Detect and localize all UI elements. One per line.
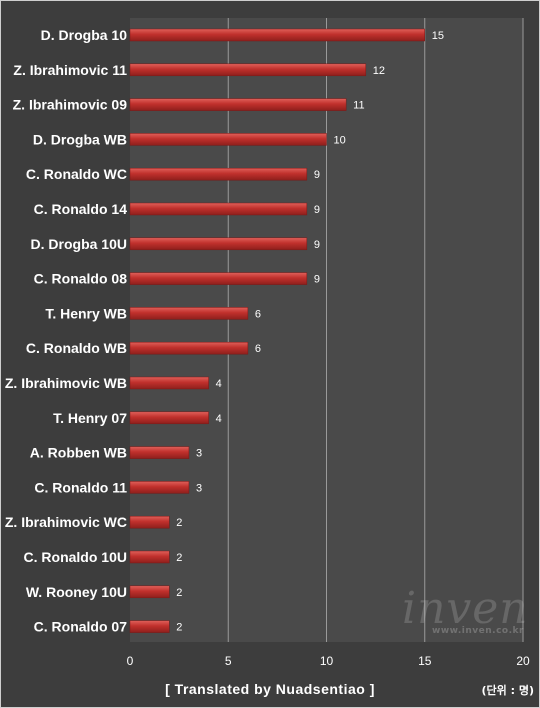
bar [129, 28, 425, 42]
bar [129, 237, 308, 251]
category-label: D. Drogba 10 [41, 27, 128, 43]
category-label: W. Rooney 10U [26, 584, 127, 600]
category-label: D. Drogba 10U [31, 236, 127, 252]
inven-url-watermark: www.inven.co.kr [432, 626, 524, 636]
chart-caption: [ Translated by Nuadsentiao ] [165, 681, 375, 697]
x-tick-label: 15 [418, 654, 432, 668]
value-label: 2 [176, 587, 182, 599]
value-label: 2 [176, 517, 182, 529]
inven-logo: inven [402, 583, 529, 634]
category-label: C. Ronaldo 14 [34, 201, 128, 217]
bar [129, 550, 170, 564]
value-label: 3 [196, 448, 202, 460]
category-label: C. Ronaldo 11 [34, 479, 127, 495]
category-label: Z. Ibrahimovic 09 [13, 97, 128, 113]
value-label: 6 [255, 308, 261, 320]
value-label: 9 [314, 169, 320, 181]
value-label: 4 [216, 413, 222, 425]
category-label: T. Henry 07 [53, 410, 127, 426]
category-label: Z. Ibrahimovic WC [5, 514, 127, 530]
bar [129, 133, 327, 146]
category-label: C. Ronaldo WB [26, 340, 127, 356]
category-label: Z. Ibrahimovic WB [5, 375, 127, 391]
unit-note: (단위 : 명) [481, 684, 534, 697]
x-tick-label: 20 [516, 654, 530, 668]
bar [129, 515, 170, 529]
category-label: C. Ronaldo 07 [34, 619, 128, 635]
value-label: 2 [176, 552, 182, 564]
x-tick-label: 10 [320, 654, 334, 668]
category-label: D. Drogba WB [33, 131, 127, 147]
value-label: 11 [353, 100, 364, 112]
value-label: 3 [196, 482, 202, 494]
category-label: T. Henry WB [45, 305, 127, 321]
bar [129, 98, 347, 111]
bar [129, 307, 249, 320]
x-tick-label: 5 [225, 654, 232, 668]
value-label: 9 [314, 239, 320, 251]
value-label: 9 [314, 204, 320, 216]
value-label: 4 [216, 378, 222, 390]
category-label: C. Ronaldo WC [26, 166, 127, 182]
bar [129, 167, 308, 181]
bar [129, 202, 308, 216]
value-label: 6 [255, 343, 261, 355]
category-label: A. Robben WB [30, 445, 127, 461]
bar [129, 63, 367, 77]
value-label: 9 [314, 274, 320, 286]
value-label: 12 [373, 65, 385, 77]
category-label: C. Ronaldo 08 [34, 271, 128, 287]
bar [129, 446, 190, 459]
bar [129, 481, 190, 494]
category-label: Z. Ibrahimovic 11 [13, 62, 127, 78]
category-label: C. Ronaldo 10U [24, 549, 127, 565]
value-label: 15 [432, 30, 444, 42]
bar [129, 411, 209, 425]
value-label: 10 [334, 134, 346, 146]
bar [129, 341, 249, 355]
x-tick-label: 0 [127, 654, 134, 668]
value-label: 2 [176, 622, 182, 634]
bar [129, 272, 308, 285]
bar [129, 376, 209, 390]
bar [129, 620, 170, 633]
bar [129, 585, 170, 599]
